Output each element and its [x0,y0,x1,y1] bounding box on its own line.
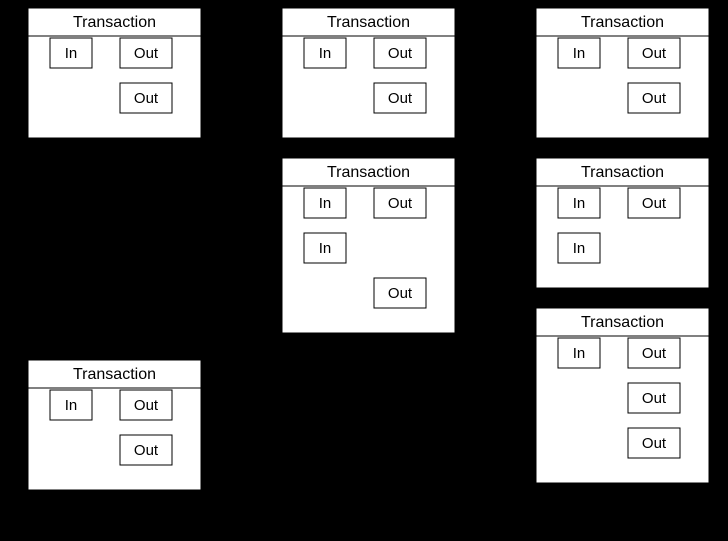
out-label: Out [134,90,159,107]
out-label: Out [642,90,667,107]
transaction-box [536,308,709,483]
transaction-title: Transaction [73,366,156,383]
transaction-node-t6: Transaction In Out Out Out [536,308,709,483]
out-label: Out [388,195,413,212]
in-label: In [65,397,78,414]
out-label: Out [134,397,159,414]
transaction-node-t4: Transaction In In Out Out [282,158,455,333]
transaction-title: Transaction [581,14,664,31]
transaction-title: Transaction [581,164,664,181]
transaction-node-t5: Transaction In In Out [536,158,709,288]
out-label: Out [388,45,413,62]
out-label: Out [642,435,667,452]
out-label: Out [134,45,159,62]
in-label: In [319,45,332,62]
out-label: Out [388,285,413,302]
out-label: Out [642,195,667,212]
in-label: In [65,45,78,62]
transaction-title: Transaction [327,164,410,181]
out-label: Out [134,442,159,459]
in-label: In [573,45,586,62]
in-label: In [573,240,586,257]
transaction-node-t2: Transaction In Out Out [282,8,455,138]
in-label: In [573,345,586,362]
transaction-title: Transaction [73,14,156,31]
transaction-title: Transaction [327,14,410,31]
in-label: In [319,240,332,257]
transaction-node-t3: Transaction In Out Out [536,8,709,138]
nodes-layer: TransactionInOutOutTransactionInOutOutTr… [28,8,709,490]
in-label: In [319,195,332,212]
out-label: Out [642,45,667,62]
transaction-node-t1: Transaction In Out Out [28,8,201,138]
transaction-title: Transaction [581,314,664,331]
out-label: Out [388,90,413,107]
out-label: Out [642,345,667,362]
transaction-node-t7: Transaction In Out Out [28,360,201,490]
out-label: Out [642,390,667,407]
diagram-canvas: TransactionInOutOutTransactionInOutOutTr… [0,0,728,541]
in-label: In [573,195,586,212]
